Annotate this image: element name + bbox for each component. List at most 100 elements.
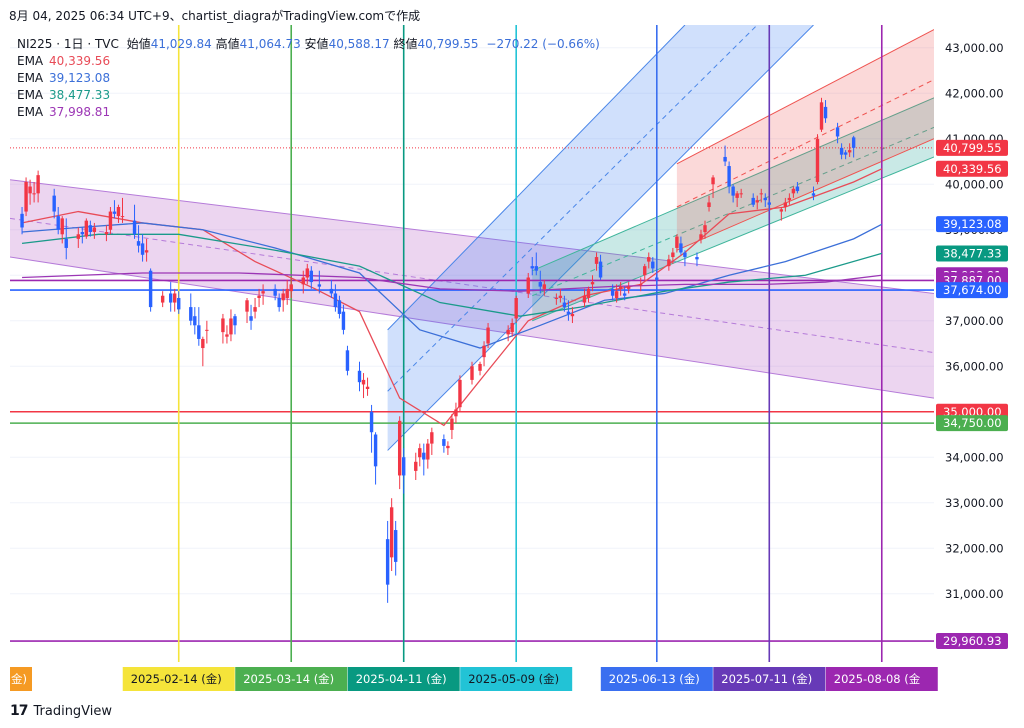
legend-ema-4[interactable]: EMA 37,998.81 xyxy=(17,104,110,121)
legend-ema-3[interactable]: EMA 38,477.33 xyxy=(17,87,110,104)
candle-body xyxy=(566,311,571,314)
candle-body xyxy=(402,457,406,476)
candle-body xyxy=(233,316,237,326)
candle-81 xyxy=(510,318,514,337)
candle-body xyxy=(667,259,671,267)
candle-body xyxy=(755,200,759,203)
candle-140 xyxy=(847,143,852,157)
candle-body xyxy=(373,434,378,467)
candle-38 xyxy=(249,304,253,330)
candle-74 xyxy=(454,402,458,424)
candle-body xyxy=(735,193,739,198)
candle-137 xyxy=(835,122,840,144)
symbol-header: NI225 · 1日 · TVC 始値41,029.84 高値41,064.73… xyxy=(17,35,600,52)
candle-131 xyxy=(791,186,796,198)
candle-body xyxy=(582,295,587,303)
candle-body xyxy=(843,152,848,155)
candle-58 xyxy=(365,377,370,396)
candle-body xyxy=(823,106,828,119)
candle-body xyxy=(815,138,820,182)
date-marker-4: 2025-06-13 (金) xyxy=(600,667,713,691)
price-label-box xyxy=(936,633,1008,650)
candle-69 xyxy=(426,439,430,469)
candle-body xyxy=(723,156,727,162)
candle-11 xyxy=(84,218,89,239)
price-label-1: 40,339.56 xyxy=(936,160,1008,177)
candle-29 xyxy=(193,307,197,335)
price-tick-label: 33,000.00 xyxy=(945,496,1004,510)
date-marker-text: 2025-08-08 (金 xyxy=(834,672,921,686)
candle-body xyxy=(442,439,446,446)
candle-26 xyxy=(173,288,177,312)
candle-61 xyxy=(385,520,390,603)
candle-124 xyxy=(755,195,759,210)
candle-9 xyxy=(76,227,80,248)
candle-97 xyxy=(598,254,603,280)
candle-body xyxy=(651,261,655,269)
ema-line-3 xyxy=(22,272,882,292)
candle-body xyxy=(558,295,563,298)
candle-118 xyxy=(723,145,727,167)
date-marker-text: 2025-07-11 (金) xyxy=(721,672,812,686)
candle-32 xyxy=(205,320,209,344)
price-label-text: 40,799.55 xyxy=(943,141,1002,155)
price-tick-label: 36,000.00 xyxy=(945,359,1004,373)
candle-19 xyxy=(132,204,137,239)
tradingview-brand: TradingView xyxy=(33,703,113,719)
candle-91 xyxy=(566,300,571,321)
candle-130 xyxy=(787,193,792,205)
candle-107 xyxy=(655,268,659,294)
tradingview-logo-icon: 17 xyxy=(10,703,29,719)
candle-body xyxy=(189,307,193,321)
candle-21 xyxy=(140,234,145,262)
candle-100 xyxy=(618,282,623,296)
candle-body xyxy=(229,318,233,335)
date-marker-box xyxy=(825,667,938,691)
edge-date-text: 金) xyxy=(11,672,27,686)
candle-body xyxy=(851,137,856,148)
candle-body xyxy=(393,530,398,562)
price-label-box xyxy=(936,216,1008,233)
candle-body xyxy=(542,284,547,289)
date-marker-5: 2025-07-11 (金) xyxy=(713,667,826,691)
legend-ema-1[interactable]: EMA 40,339.56 xyxy=(17,53,110,70)
candle-35 xyxy=(229,309,233,342)
legend-ema-1-value: 40,339.56 xyxy=(49,54,111,68)
candle-body xyxy=(273,288,277,296)
legend-ema-2[interactable]: EMA 39,123.08 xyxy=(17,70,110,87)
tradingview-footer[interactable]: 17 TradingView xyxy=(10,703,112,719)
close-value: 40,799.55 xyxy=(417,37,479,51)
time-axis[interactable]: 6月7月23月4金)2025-02-14 (金)2025-03-14 (金)20… xyxy=(10,667,938,691)
price-axis[interactable]: 31,000.0032,000.0033,000.0034,000.0035,0… xyxy=(945,41,1004,601)
candle-80 xyxy=(506,325,510,342)
candle-115 xyxy=(703,220,707,239)
candle-body xyxy=(787,197,792,201)
change-value: −270.22 (−0.66%) xyxy=(486,37,600,51)
legend-ema-2-value: 39,123.08 xyxy=(49,71,111,85)
candle-body xyxy=(397,420,402,476)
legend-ema-4-value: 37,998.81 xyxy=(49,105,111,119)
price-axis-labels: 40,799.5540,339.5639,123.0838,477.3337,9… xyxy=(936,139,1008,650)
candle-body xyxy=(731,186,735,196)
symbol-name[interactable]: NI225 · 1日 · TVC xyxy=(17,37,119,51)
candle-body xyxy=(671,252,675,258)
price-label-9: 29,960.93 xyxy=(936,633,1008,650)
candle-42 xyxy=(273,284,277,301)
high-value: 41,064.73 xyxy=(239,37,301,51)
candle-119 xyxy=(727,161,731,194)
candle-body xyxy=(839,147,844,155)
candle-23 xyxy=(148,268,153,312)
price-label-box xyxy=(936,415,1008,432)
candle-body xyxy=(112,211,117,214)
channel-fill-0 xyxy=(10,179,934,399)
candle-body xyxy=(92,227,97,233)
candle-98 xyxy=(610,284,615,301)
candle-85 xyxy=(534,252,538,276)
price-label-text: 39,123.08 xyxy=(943,217,1002,231)
candle-127 xyxy=(767,200,771,212)
candle-103 xyxy=(639,277,643,292)
low-label: 安値 xyxy=(304,37,329,51)
channel-bottom-1 xyxy=(387,25,814,451)
candle-body xyxy=(177,298,181,310)
